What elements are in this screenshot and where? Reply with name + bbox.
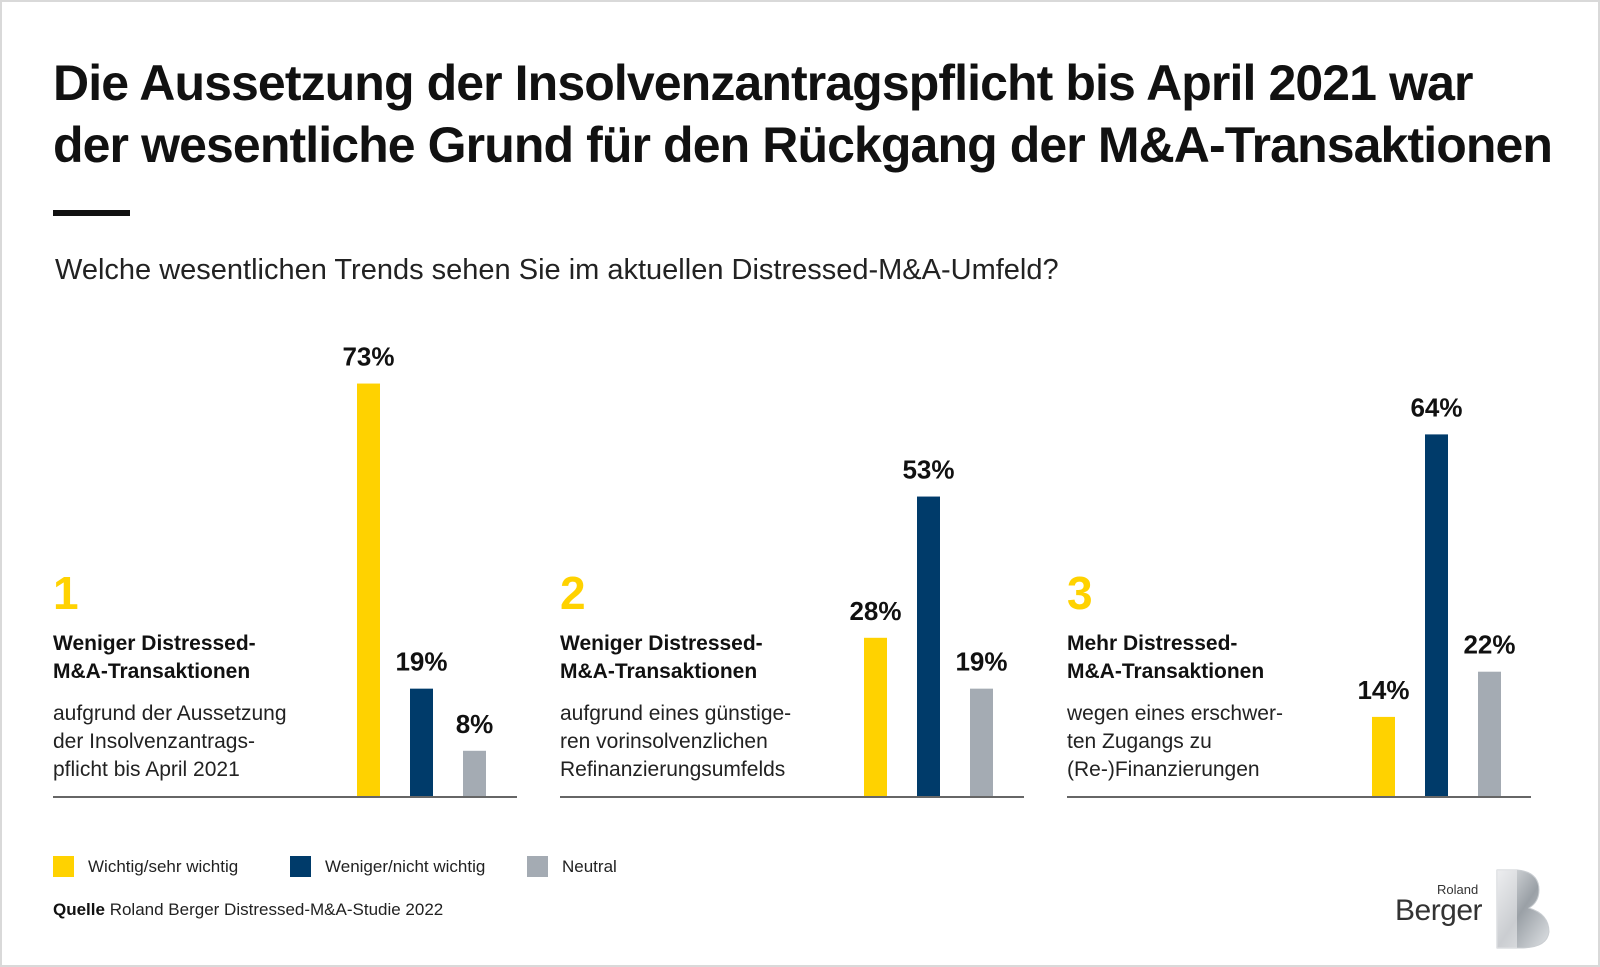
bar-group-1-important bbox=[357, 383, 380, 796]
group-3-heading: Mehr Distressed- M&A-Transaktionen bbox=[1067, 630, 1264, 686]
value-label-group-2-neutral: 19% bbox=[955, 647, 1007, 677]
value-label-group-1-important: 73% bbox=[342, 342, 394, 372]
group-3-heading-line-2: M&A-Transaktionen bbox=[1067, 660, 1265, 683]
source-label: Quelle bbox=[53, 900, 105, 919]
bar-group-3-less-important bbox=[1425, 434, 1448, 796]
legend-swatch-neutral bbox=[527, 856, 548, 877]
bar-group-2-less-important bbox=[917, 496, 940, 796]
title-underline bbox=[53, 210, 130, 216]
legend-swatch-important bbox=[53, 856, 74, 877]
group-1-heading-line-2: M&A-Transaktionen bbox=[53, 660, 251, 683]
group-2-heading: Weniger Distressed- M&A-Transaktionen bbox=[560, 630, 763, 686]
group-2-description: aufgrund eines günstige- ren vorinsolven… bbox=[560, 700, 791, 784]
group-1-description: aufgrund der Aussetzung der Insolvenzant… bbox=[53, 700, 287, 784]
page-title: Die Aussetzung der Insolvenzantragspflic… bbox=[53, 52, 1573, 176]
page-title-line-1: Die Aussetzung der Insolvenzantragspflic… bbox=[53, 55, 1473, 111]
group-1-heading: Weniger Distressed- M&A-Transaktionen bbox=[53, 630, 256, 686]
survey-question: Welche wesentlichen Trends sehen Sie im … bbox=[55, 254, 1059, 286]
group-1-description-line-2: der Insolvenzantrags- bbox=[53, 730, 255, 753]
value-label-group-2-important: 28% bbox=[849, 596, 901, 626]
group-2-heading-line-2: M&A-Transaktionen bbox=[560, 660, 758, 683]
value-label-group-3-neutral: 22% bbox=[1463, 630, 1515, 660]
source-text: Roland Berger Distressed-M&A-Studie 2022 bbox=[109, 900, 444, 919]
legend-swatch-less-important bbox=[290, 856, 311, 877]
group-3-description-line-3: (Re-)Finanzierungen bbox=[1067, 758, 1260, 781]
value-label-group-3-important: 14% bbox=[1357, 675, 1409, 705]
bar-group-1-less-important bbox=[410, 688, 433, 796]
bar-group-2-neutral bbox=[970, 688, 993, 796]
group-3-description-line-2: ten Zugangs zu bbox=[1067, 730, 1212, 753]
group-1-number: 1 bbox=[53, 567, 79, 619]
value-label-group-1-neutral: 8% bbox=[456, 709, 494, 739]
legend-label-important: Wichtig/sehr wichtig bbox=[88, 857, 239, 876]
group-2-description-line-2: ren vorinsolvenzlichen bbox=[560, 730, 768, 753]
group-3-description: wegen eines erschwer- ten Zugangs zu (Re… bbox=[1067, 700, 1283, 784]
group-2-description-line-3: Refinanzierungsumfelds bbox=[560, 758, 786, 781]
group-3-description-line-1: wegen eines erschwer- bbox=[1067, 702, 1283, 725]
group-3-heading-line-1: Mehr Distressed- bbox=[1067, 632, 1238, 655]
bar-group-3-important bbox=[1372, 716, 1395, 796]
bar-group-3-neutral bbox=[1478, 671, 1501, 796]
group-1-description-line-1: aufgrund der Aussetzung bbox=[53, 702, 287, 725]
group-2-description-line-1: aufgrund eines günstige- bbox=[560, 702, 792, 725]
group-3-number: 3 bbox=[1067, 567, 1093, 619]
group-2-number: 2 bbox=[560, 567, 586, 619]
legend-label-less-important: Weniger/nicht wichtig bbox=[325, 857, 486, 876]
value-label-group-2-less-important: 53% bbox=[902, 455, 954, 485]
page-title-line-2: der wesentliche Grund für den Rückgang d… bbox=[53, 117, 1553, 173]
logo-berger-text: Berger bbox=[1395, 894, 1483, 927]
group-1-description-line-3: pflicht bis April 2021 bbox=[53, 758, 240, 781]
group-1-heading-line-1: Weniger Distressed- bbox=[53, 632, 256, 655]
group-2-heading-line-1: Weniger Distressed- bbox=[560, 632, 763, 655]
roland-berger-logo: Roland Berger bbox=[1395, 868, 1555, 950]
value-label-group-3-less-important: 64% bbox=[1410, 392, 1462, 422]
logo-roland-text: Roland bbox=[1437, 882, 1479, 897]
bar-group-1-neutral bbox=[463, 750, 486, 796]
legend-label-neutral: Neutral bbox=[562, 857, 617, 876]
bar-group-2-important bbox=[864, 637, 887, 796]
source-note: Quelle Roland Berger Distressed-M&A-Stud… bbox=[53, 900, 443, 920]
logo-b-mark-icon bbox=[1496, 869, 1550, 949]
value-label-group-1-less-important: 19% bbox=[395, 647, 447, 677]
